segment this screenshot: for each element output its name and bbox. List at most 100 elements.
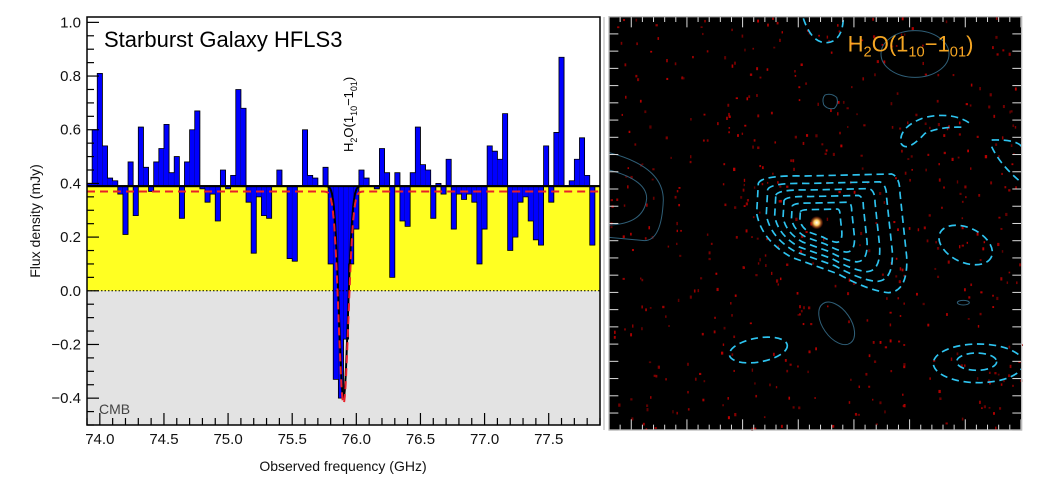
noise-pixel — [651, 178, 654, 181]
noise-pixel — [650, 396, 652, 399]
noise-pixel — [860, 154, 863, 157]
noise-pixel — [898, 280, 901, 284]
noise-pixel — [627, 167, 630, 170]
noise-pixel — [815, 134, 818, 138]
noise-pixel — [856, 113, 858, 116]
noise-pixel — [983, 241, 986, 244]
noise-pixel — [722, 404, 724, 407]
noise-pixel — [789, 363, 792, 366]
noise-pixel — [779, 199, 782, 203]
noise-pixel — [901, 149, 903, 153]
spectrum-bar — [446, 159, 452, 187]
noise-pixel — [666, 58, 668, 63]
absorption-contour — [773, 187, 881, 273]
noise-pixel — [784, 359, 787, 362]
noise-pixel — [923, 226, 926, 230]
noise-pixel — [706, 139, 709, 142]
noise-pixel — [978, 193, 981, 197]
noise-pixel — [808, 350, 811, 354]
noise-pixel — [989, 382, 991, 385]
noise-pixel — [875, 222, 878, 224]
model-fit-dashed-line — [87, 190, 600, 405]
noise-pixel — [798, 86, 801, 89]
spectrum-bar — [358, 170, 365, 187]
noise-pixel — [723, 163, 726, 166]
spectrum-bar — [184, 161, 190, 187]
x-axis-label: Observed frequency (GHz) — [259, 458, 426, 474]
noise-pixel — [929, 377, 931, 380]
y-tick-label: 0.6 — [60, 122, 81, 139]
spectrum-bar — [502, 113, 508, 187]
noise-pixel — [618, 403, 621, 407]
noise-pixel — [980, 291, 983, 294]
noise-pixel — [862, 77, 865, 81]
noise-pixel — [984, 155, 988, 159]
noise-pixel — [1010, 110, 1013, 113]
noise-pixel — [958, 133, 961, 136]
noise-pixel — [755, 394, 758, 398]
noise-pixel — [814, 397, 816, 399]
noise-pixel — [940, 206, 943, 209]
noise-pixel — [792, 406, 795, 409]
noise-pixel — [1009, 364, 1012, 369]
noise-pixel — [895, 257, 898, 260]
noise-pixel — [889, 323, 892, 327]
noise-pixel — [802, 306, 805, 310]
noise-pixel — [797, 365, 799, 368]
model-fit-line — [87, 185, 600, 400]
noise-pixel — [1012, 384, 1014, 387]
noise-pixel — [717, 122, 719, 126]
noise-pixel — [772, 352, 775, 356]
noise-pixel — [934, 267, 937, 270]
noise-pixel — [958, 245, 961, 249]
spectrum-bar — [374, 186, 380, 189]
noise-pixel — [710, 242, 713, 245]
noise-pixel — [979, 87, 981, 91]
noise-pixel — [680, 229, 682, 232]
noise-pixel — [733, 369, 735, 372]
absorption-contour — [765, 180, 894, 283]
noise-pixel — [901, 17, 904, 21]
spectrum-bar — [456, 186, 462, 195]
noise-pixel — [943, 186, 945, 189]
x-tick-label: 77.0 — [470, 431, 499, 448]
spectrum-bar — [476, 186, 483, 264]
noise-pixel — [694, 377, 697, 381]
noise-pixel — [995, 426, 997, 430]
noise-pixel — [689, 295, 692, 299]
spectrum-bar — [143, 167, 149, 187]
noise-pixel — [686, 362, 689, 366]
negative-contours — [728, 18, 1022, 384]
x-tick-label: 76.5 — [406, 431, 435, 448]
noise-pixel — [826, 217, 829, 221]
noise-pixel — [1006, 281, 1009, 284]
noise-pixel — [943, 134, 946, 137]
noise-pixel — [1018, 361, 1021, 363]
noise-pixel — [610, 199, 613, 202]
noise-pixel — [907, 158, 910, 161]
noise-pixel — [655, 24, 658, 27]
spectrum-bar — [461, 186, 467, 200]
noise-pixel — [714, 316, 716, 319]
noise-pixel — [832, 152, 835, 156]
noise-pixel — [969, 104, 972, 107]
noise-pixel — [737, 134, 739, 137]
noise-pixel — [938, 389, 941, 394]
noise-pixel — [641, 278, 644, 282]
noise-pixel — [851, 86, 853, 89]
spectrum-bar — [246, 186, 252, 203]
noise-pixel — [873, 360, 877, 363]
spectrum-bar — [266, 186, 272, 219]
noise-pixel — [938, 178, 941, 182]
noise-pixel — [903, 274, 906, 277]
noise-pixel — [800, 309, 803, 313]
noise-pixel — [983, 405, 987, 409]
noise-pixel — [896, 228, 900, 232]
noise-pixel — [903, 365, 906, 369]
noise-pixel — [632, 324, 634, 328]
noise-pixel — [756, 94, 758, 97]
noise-pixel — [903, 403, 906, 408]
noise-pixel — [630, 333, 633, 337]
noise-pixel — [994, 372, 997, 375]
noise-pixel — [998, 216, 1001, 219]
